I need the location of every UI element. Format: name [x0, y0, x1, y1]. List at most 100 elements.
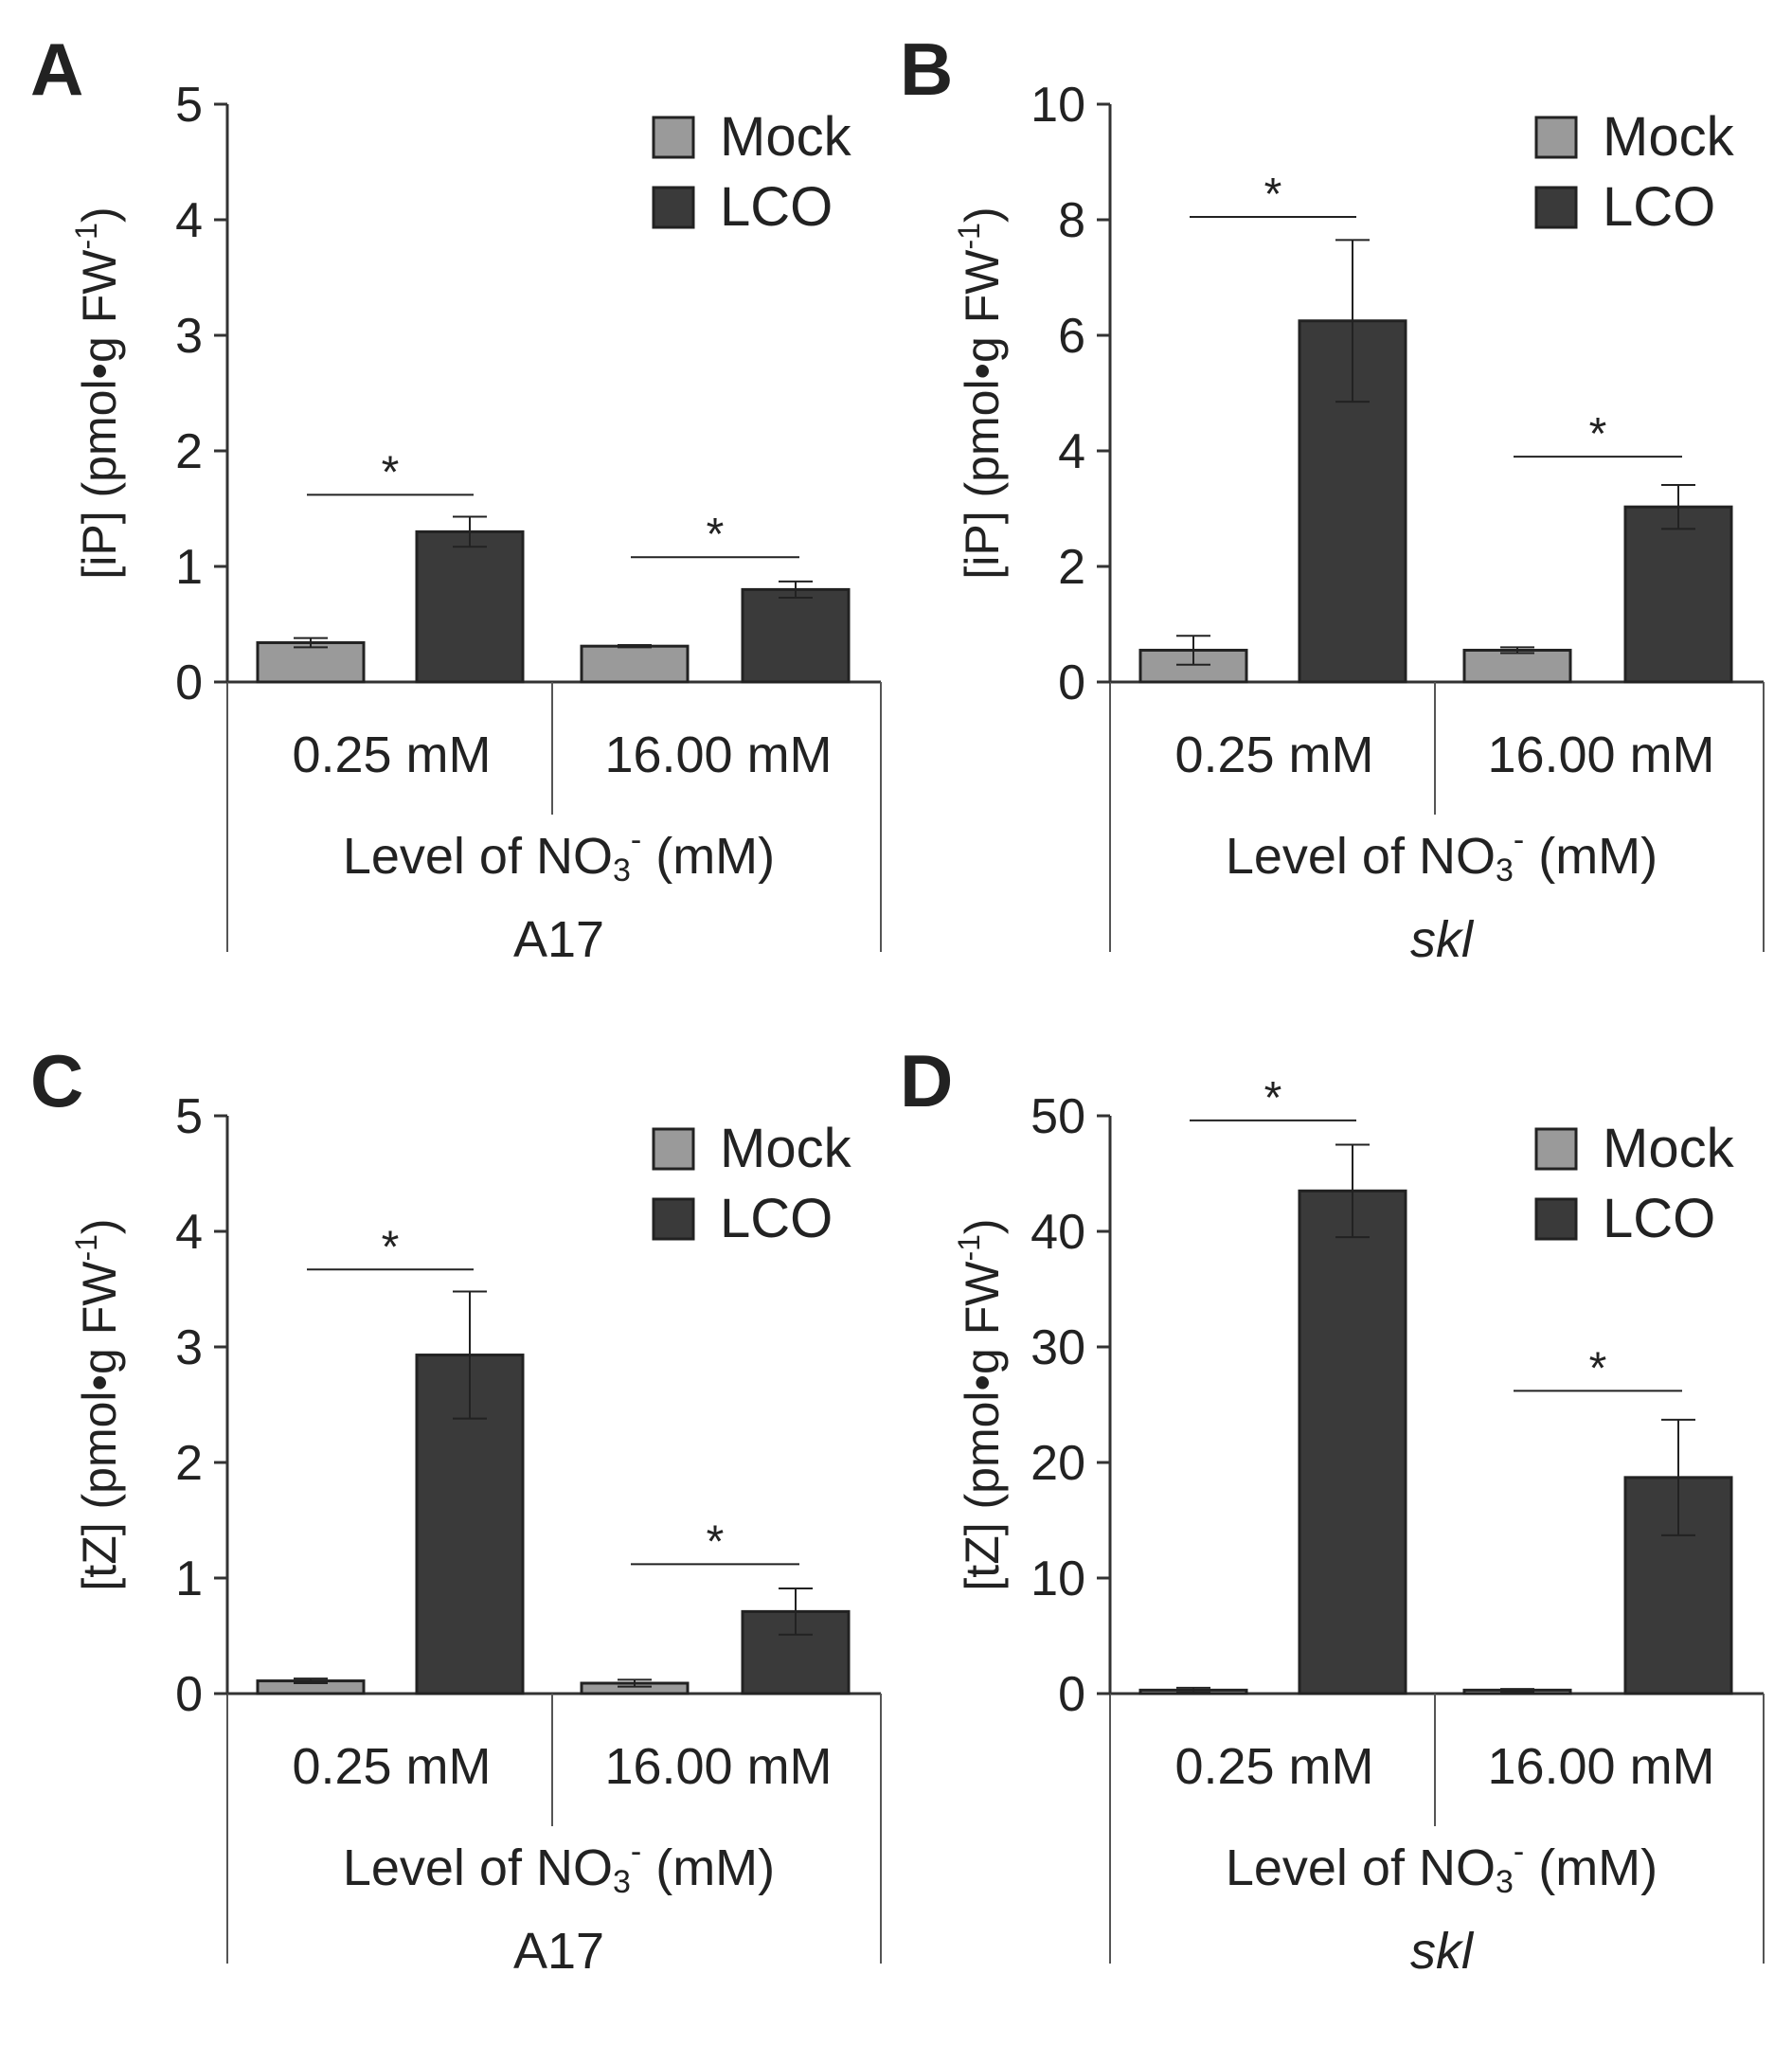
group-label: A17 — [513, 911, 604, 968]
y-axis-label-main: [iP] (pmol•g FW — [956, 249, 1009, 580]
x-axis-label-end: (mM) — [641, 1839, 775, 1896]
x-axis-label-main: Level of NO — [1226, 1839, 1496, 1896]
category-label: 0.25 mM — [1174, 1738, 1373, 1795]
group-label: A17 — [513, 1923, 604, 1980]
category-label: 0.25 mM — [292, 1738, 491, 1795]
category-label: 16.00 mM — [1487, 727, 1714, 783]
y-tick-label: 2 — [175, 424, 203, 479]
y-axis-label-main: [tZ] (pmol•g FW — [956, 1261, 1009, 1591]
category-label: 0.25 mM — [292, 727, 491, 783]
category-label: 0.25 mM — [1174, 727, 1373, 783]
x-axis-label-sup: - — [631, 1834, 641, 1870]
panel-D: D 0 10 20 30 40 50 [tZ] (pmol•g FW-1) * * 0.25 mM 1… — [900, 1039, 1765, 1980]
category-label: 16.00 mM — [1487, 1738, 1714, 1795]
y-axis-label-main: [iP] (pmol•g FW — [73, 249, 126, 580]
y-axis-label-end: ) — [956, 206, 1009, 223]
y-tick-label: 5 — [175, 78, 203, 133]
y-axis-label: [iP] (pmol•g FW-1) — [69, 206, 126, 579]
y-tick-label: 3 — [175, 309, 203, 364]
panel-letter: C — [30, 1039, 83, 1122]
x-axis-label-main: Level of NO — [1226, 828, 1496, 885]
x-axis-label: Level of NO3- (mM) — [1226, 822, 1658, 888]
significance-star: * — [707, 1516, 725, 1567]
group-label: skl — [1410, 911, 1475, 968]
y-tick-label: 20 — [1030, 1436, 1085, 1491]
y-tick-label: 4 — [1058, 424, 1085, 479]
y-tick-label: 2 — [1058, 540, 1085, 595]
x-axis-label-end: (mM) — [1524, 1839, 1658, 1896]
significance-star: * — [382, 1222, 400, 1272]
legend-swatch-mock — [1534, 1127, 1578, 1171]
y-tick-label: 10 — [1030, 78, 1085, 133]
legend-label-lco: LCO — [720, 176, 833, 238]
y-tick-label: 3 — [175, 1320, 203, 1375]
legend-label-mock: Mock — [720, 1118, 852, 1179]
y-axis-label-sup: -1 — [69, 223, 103, 249]
bar-mock-2 — [1462, 648, 1572, 684]
legend-label-mock: Mock — [720, 106, 852, 168]
y-tick-label: 40 — [1030, 1205, 1085, 1260]
panel-letter: D — [900, 1039, 953, 1122]
bar-mock-1 — [256, 641, 366, 684]
bar-lco-1 — [1298, 1189, 1407, 1695]
x-axis-label-main: Level of NO — [343, 828, 613, 885]
y-axis-label: [tZ] (pmol•g FW-1) — [952, 1218, 1009, 1590]
x-axis-label: Level of NO3- (mM) — [1226, 1834, 1658, 1900]
significance-star: * — [1264, 1073, 1282, 1123]
x-axis-label-sub: 3 — [1496, 1864, 1514, 1900]
significance-star: * — [1264, 170, 1282, 220]
legend-swatch-lco — [652, 1197, 695, 1241]
panel-letter: A — [30, 27, 83, 111]
x-axis-label-sup: - — [1514, 822, 1524, 858]
x-axis-label-sup: - — [1514, 1834, 1524, 1870]
y-axis-label-sup: -1 — [952, 223, 986, 249]
y-tick-label: 0 — [175, 1667, 203, 1722]
significance-star: * — [707, 510, 725, 560]
legend-label-lco: LCO — [1603, 176, 1715, 238]
bar-mock-2 — [580, 644, 690, 684]
y-tick-label: 5 — [175, 1089, 203, 1144]
y-axis-label-end: ) — [956, 1218, 1009, 1234]
y-axis-label-end: ) — [73, 1218, 126, 1234]
x-axis-label-sub: 3 — [613, 1864, 631, 1900]
y-tick-label: 4 — [175, 1205, 203, 1260]
y-tick-label: 8 — [1058, 193, 1085, 248]
y-tick-label: 6 — [1058, 309, 1085, 364]
legend-label-lco: LCO — [720, 1188, 833, 1249]
x-axis-label-sub: 3 — [1496, 852, 1514, 888]
y-tick-label: 4 — [175, 193, 203, 248]
legend-label-lco: LCO — [1603, 1188, 1715, 1249]
panel-C: C 0 1 2 3 4 5 [tZ] (pmol•g FW-1) * * 0.25 mM 16.00 … — [30, 1039, 882, 1980]
panel-A: A 0 1 2 3 4 5 [iP] (pmol•g FW-1) * * 0.25 mM 16.00 … — [30, 27, 882, 968]
y-tick-label: 0 — [175, 655, 203, 710]
y-tick-label: 10 — [1030, 1552, 1085, 1606]
legend-label-mock: Mock — [1603, 106, 1735, 168]
y-tick-label: 30 — [1030, 1320, 1085, 1375]
category-label: 16.00 mM — [604, 1738, 832, 1795]
panel-B: B 0 2 4 6 8 10 [iP] (pmol•g FW-1) * * 0.25 mM 16.00… — [900, 27, 1765, 968]
y-axis-label-sup: -1 — [952, 1234, 986, 1261]
significance-star: * — [1589, 409, 1607, 459]
y-axis-label-main: [tZ] (pmol•g FW — [73, 1261, 126, 1591]
bar-lco-2 — [741, 587, 851, 684]
legend-swatch-lco — [1534, 186, 1578, 229]
x-axis-label-end: (mM) — [641, 828, 775, 885]
legend-swatch-mock — [1534, 116, 1578, 159]
x-axis-label-sub: 3 — [613, 852, 631, 888]
x-axis-label: Level of NO3- (mM) — [343, 1834, 775, 1900]
x-axis-label-end: (mM) — [1524, 828, 1658, 885]
y-tick-label: 50 — [1030, 1089, 1085, 1144]
legend-label-mock: Mock — [1603, 1118, 1735, 1179]
panel-letter: B — [900, 27, 953, 111]
bar-lco-2 — [1623, 505, 1733, 684]
y-axis-label: [iP] (pmol•g FW-1) — [952, 206, 1009, 579]
y-axis-label-sup: -1 — [69, 1234, 103, 1261]
significance-star: * — [382, 447, 400, 497]
y-axis-label: [tZ] (pmol•g FW-1) — [69, 1218, 126, 1590]
group-label: skl — [1410, 1923, 1475, 1980]
y-tick-label: 0 — [1058, 655, 1085, 710]
y-axis-label-end: ) — [73, 206, 126, 223]
x-axis-label: Level of NO3- (mM) — [343, 822, 775, 888]
legend-swatch-mock — [652, 1127, 695, 1171]
